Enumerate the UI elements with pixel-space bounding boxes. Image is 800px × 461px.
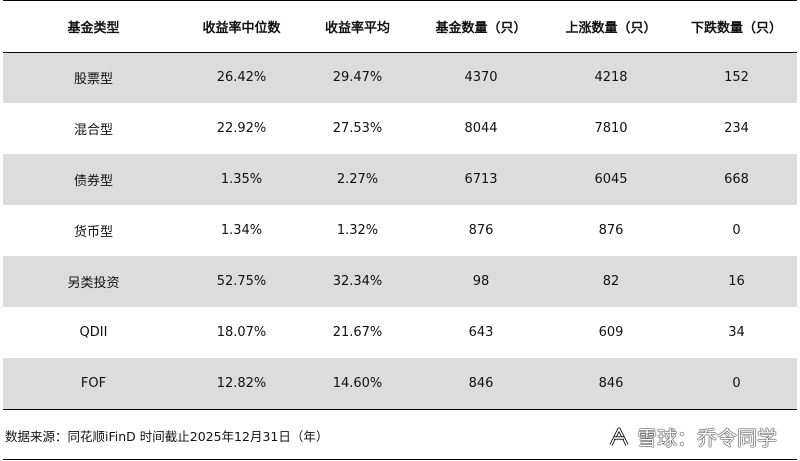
header-average-return: 收益率平均 — [299, 1, 416, 53]
cell-rise-count: 846 — [546, 358, 676, 410]
cell-median-return: 18.07% — [216, 325, 267, 340]
watermark: 雪球：乔令同学 — [607, 422, 777, 451]
cell-fall-count: 234 — [724, 121, 749, 136]
cell-average-return: 14.60% — [299, 358, 416, 410]
cell-fall-count: 668 — [724, 172, 749, 187]
header-median-return: 收益率中位数 — [184, 1, 299, 53]
header-fund-type: 基金类型 — [3, 1, 184, 53]
cell-fall-count: 152 — [724, 70, 749, 86]
cell-fund-type: 混合型 — [73, 123, 113, 138]
table-top-rule — [3, 0, 797, 1]
header-fund-count: 基金数量（只） — [416, 1, 546, 53]
cell-fund-type: QDII — [79, 325, 108, 340]
cell-average-return: 1.32% — [336, 223, 379, 238]
table-row: 股票型 26.42% 29.47% 4370 4218 152 — [3, 52, 797, 103]
cell-fund-count: 846 — [416, 358, 546, 410]
table-row: QDII 18.07% 21.67% 643 609 34 — [3, 307, 797, 358]
cell-fund-count: 6713 — [464, 172, 498, 187]
cell-median-return: 1.34% — [220, 223, 263, 238]
cell-median-return: 1.35% — [220, 172, 263, 187]
cell-average-return: 2.27% — [336, 172, 379, 187]
cell-fall-count: 16 — [728, 274, 745, 289]
table-row: 货币型 1.34% 1.32% 876 876 0 — [3, 205, 797, 256]
cell-rise-count: 82 — [602, 274, 620, 289]
watermark-text: 雪球：乔令同学 — [637, 426, 777, 450]
snowball-logo-icon — [607, 425, 631, 449]
table-row: 混合型 22.92% 27.53% 8044 7810 234 — [3, 103, 797, 154]
cell-rise-count: 7810 — [594, 121, 628, 136]
cell-rise-count: 6045 — [594, 172, 628, 187]
table-row: 债券型 1.35% 2.27% 6713 6045 668 — [3, 154, 797, 205]
cell-fund-count: 876 — [468, 223, 494, 238]
cell-fund-count: 643 — [468, 325, 494, 340]
cell-fund-count: 8044 — [464, 121, 498, 136]
table-row: 另类投资 52.75% 32.34% 98 82 16 — [3, 256, 797, 307]
cell-average-return: 29.47% — [332, 70, 383, 86]
cell-fall-count: 34 — [728, 325, 745, 340]
table-body: 股票型 26.42% 29.47% 4370 4218 152 混合型 22.9… — [3, 52, 797, 410]
cell-median-return: 22.92% — [216, 121, 267, 136]
cell-fund-type: 股票型 — [73, 72, 113, 88]
cell-average-return: 27.53% — [332, 121, 383, 136]
cell-fund-type: 另类投资 — [67, 276, 120, 291]
cell-median-return: 12.82% — [184, 358, 299, 410]
cell-fund-count: 4370 — [464, 70, 498, 86]
cell-average-return: 21.67% — [332, 325, 383, 340]
cell-fund-type: 货币型 — [73, 225, 113, 240]
figure-footer: 数据来源：同花顺iFinD 时间截止2025年12月31日（年） 雪球：乔令同学 — [3, 410, 797, 460]
cell-rise-count: 876 — [598, 223, 624, 238]
cell-median-return: 52.75% — [216, 274, 267, 289]
data-source-note: 数据来源：同花顺iFinD 时间截止2025年12月31日（年） — [5, 429, 329, 444]
table-header: 基金类型 收益率中位数 收益率平均 基金数量（只） 上涨数量（只） 下跌数量（只… — [3, 1, 797, 53]
header-rise-count: 上涨数量（只） — [546, 1, 676, 53]
cell-fall-count: 0 — [732, 223, 741, 238]
header-row: 基金类型 收益率中位数 收益率平均 基金数量（只） 上涨数量（只） 下跌数量（只… — [3, 1, 797, 53]
cell-fund-count: 98 — [472, 274, 490, 289]
header-fall-count: 下跌数量（只） — [676, 1, 797, 53]
cell-median-return: 26.42% — [216, 70, 267, 86]
cell-average-return: 32.34% — [332, 274, 383, 289]
cell-fund-type: FOF — [3, 358, 184, 410]
figure-bottom-rule — [3, 459, 797, 460]
table-row: FOF 12.82% 14.60% 846 846 0 — [3, 358, 797, 410]
cell-fund-type: 债券型 — [73, 174, 113, 189]
cell-rise-count: 609 — [598, 325, 624, 340]
cell-fall-count: 0 — [676, 358, 797, 410]
cell-rise-count: 4218 — [594, 70, 628, 86]
fund-type-table: 基金类型 收益率中位数 收益率平均 基金数量（只） 上涨数量（只） 下跌数量（只… — [3, 1, 797, 410]
